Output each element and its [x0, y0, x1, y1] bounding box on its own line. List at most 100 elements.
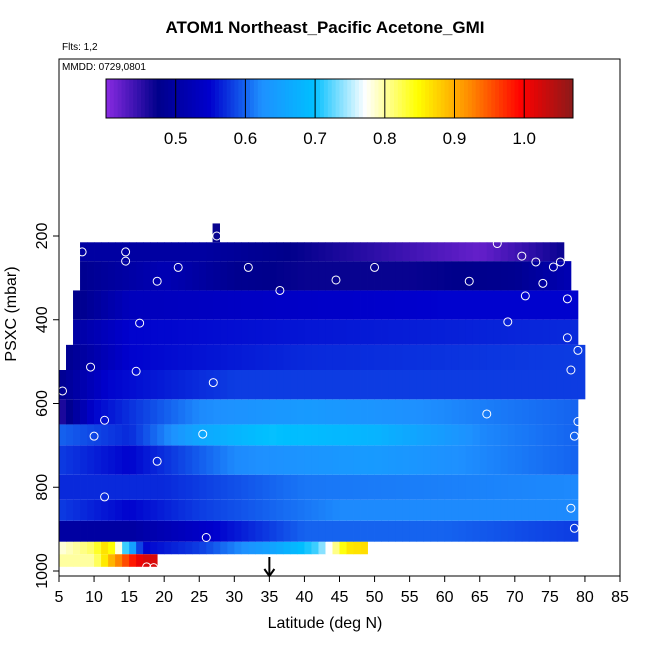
- heatmap-cell: [206, 290, 214, 320]
- heatmap-cell: [94, 554, 102, 567]
- heatmap-cell: [444, 242, 453, 262]
- heatmap-cell: [199, 474, 207, 500]
- heatmap-cell: [290, 541, 298, 555]
- colorbar-swatch: [191, 79, 197, 118]
- heatmap-cell: [416, 424, 425, 446]
- heatmap-cell: [521, 290, 530, 320]
- colorbar-swatch: [265, 79, 270, 118]
- heatmap-cell: [556, 370, 565, 400]
- colorbar-swatch: [331, 79, 337, 118]
- heatmap-cell: [409, 424, 418, 446]
- heatmap-cell: [108, 319, 116, 345]
- heatmap-cell: [115, 424, 123, 446]
- heatmap-cell: [234, 261, 242, 291]
- heatmap-cell: [157, 424, 165, 446]
- heatmap-cell: [360, 344, 368, 370]
- heatmap-cell: [381, 319, 389, 345]
- heatmap-cell: [290, 445, 298, 475]
- heatmap-cell: [451, 520, 460, 542]
- heatmap-cell: [262, 424, 270, 446]
- heatmap-cell: [549, 319, 558, 345]
- heatmap-cell: [346, 242, 354, 262]
- colorbar-swatch: [510, 79, 516, 118]
- heatmap-cell: [549, 290, 558, 320]
- observation-point: [566, 365, 576, 375]
- heatmap-cell: [570, 370, 579, 400]
- colorbar-swatch: [125, 79, 130, 118]
- colorbar-swatch: [553, 79, 558, 118]
- heatmap-cell: [423, 424, 432, 446]
- heatmap-cell: [325, 242, 333, 262]
- heatmap-cell: [150, 319, 158, 345]
- heatmap-cell: [213, 541, 221, 555]
- heatmap-cell: [563, 399, 572, 425]
- heatmap-cell: [507, 242, 516, 262]
- observation-point: [548, 262, 558, 272]
- observation-point: [142, 562, 152, 572]
- heatmap-cell: [465, 445, 474, 475]
- heatmap-cell: [108, 474, 116, 500]
- heatmap-cell: [269, 344, 277, 370]
- heatmap-cell: [66, 445, 74, 475]
- heatmap-cell: [556, 242, 565, 262]
- heatmap-cell: [101, 399, 109, 425]
- heatmap-cell: [248, 541, 256, 555]
- heatmap-cell: [185, 242, 193, 262]
- colorbar-swatch: [292, 79, 298, 118]
- heatmap-cell: [73, 474, 81, 500]
- heatmap-cell: [430, 520, 439, 542]
- heatmap-cell: [234, 499, 242, 521]
- heatmap-cell: [353, 344, 361, 370]
- heatmap-cell: [325, 319, 333, 345]
- heatmap-cell: [122, 541, 130, 555]
- heatmap-cell: [409, 242, 418, 262]
- heatmap-cell: [290, 290, 298, 320]
- heatmap-cell: [178, 424, 186, 446]
- heatmap-cell: [395, 290, 404, 320]
- colorbar: 0.5 0.6 0.7 0.8 0.9 1.0: [105, 78, 574, 148]
- heatmap-cell: [283, 261, 291, 291]
- heatmap-cell: [213, 399, 221, 425]
- heatmap-cell: [444, 424, 453, 446]
- colorbar-swatch: [183, 79, 189, 118]
- heatmap-cell: [101, 474, 109, 500]
- heatmap-cell: [150, 499, 158, 521]
- heatmap-cell: [227, 370, 235, 400]
- heatmap-cell: [500, 370, 509, 400]
- heatmap-cell: [339, 242, 347, 262]
- heatmap-cell: [101, 445, 109, 475]
- heatmap-cell: [360, 445, 368, 475]
- heatmap-cell: [276, 445, 284, 475]
- heatmap-cell: [206, 344, 214, 370]
- heatmap-cell: [164, 399, 172, 425]
- heatmap-cell: [283, 424, 291, 446]
- heatmap-cell: [472, 399, 481, 425]
- colorbar-swatch: [168, 79, 173, 118]
- heatmap-cell: [101, 370, 109, 400]
- heatmap-cell: [115, 541, 123, 555]
- heatmap-cell: [297, 261, 305, 291]
- heatmap-cell: [220, 424, 228, 446]
- heatmap-cell: [164, 319, 172, 345]
- heatmap-cell: [206, 445, 214, 475]
- heatmap-cell: [290, 319, 298, 345]
- heatmap-cell: [563, 424, 572, 446]
- heatmap-cell: [346, 445, 354, 475]
- colorbar-swatch: [129, 79, 134, 118]
- x-tick-label: 10: [85, 589, 103, 606]
- heatmap-cell: [80, 242, 88, 262]
- heatmap-cell: [297, 499, 305, 521]
- heatmap-cell: [80, 445, 88, 475]
- heatmap-cell: [108, 370, 116, 400]
- heatmap-cell: [136, 319, 144, 345]
- colorbar-swatch: [479, 79, 484, 118]
- heatmap-cell: [332, 344, 340, 370]
- heatmap-cell: [549, 474, 558, 500]
- heatmap-cell: [297, 370, 305, 400]
- heatmap-cell: [402, 319, 411, 345]
- heatmap-cell: [234, 445, 242, 475]
- heatmap-cell: [339, 290, 347, 320]
- heatmap-cell: [493, 520, 502, 542]
- heatmap-cell: [87, 399, 95, 425]
- heatmap-cell: [234, 399, 242, 425]
